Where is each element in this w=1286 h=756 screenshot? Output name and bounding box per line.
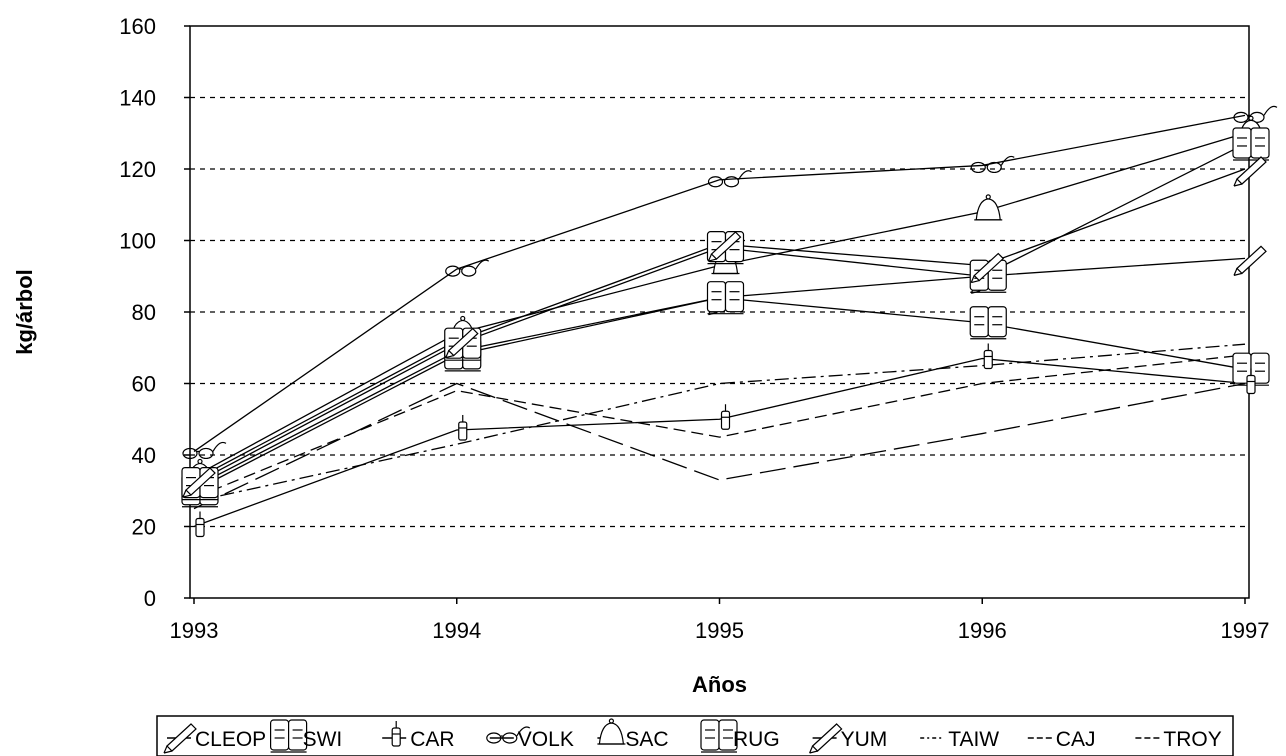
series-line-taiw — [193, 343, 1246, 503]
legend-item-volk: VOLK — [486, 726, 574, 751]
x-tick-label: 1995 — [695, 618, 744, 643]
legend-item-car: CAR — [382, 721, 455, 751]
x-tick-label: 1996 — [958, 618, 1007, 643]
marker-book-legend-swi — [270, 719, 308, 753]
legend-item-sac: SAC — [597, 718, 669, 751]
legend-item-caj: CAJ — [1027, 728, 1096, 751]
y-tick-label: 0 — [144, 586, 156, 611]
x-tick-label: 1997 — [1221, 618, 1270, 643]
legend-label: RUG — [733, 728, 780, 751]
marker-book-swi-4 — [1232, 352, 1270, 386]
series-line-swi — [193, 297, 1246, 492]
marker-pen-legend-car — [391, 721, 401, 747]
marker-bell-legend-sac — [597, 718, 626, 745]
legend: CLEOP SWI CAR VOLK SAC RUG YUM TAIW CAJ TROY — [156, 715, 1234, 756]
y-tick-label: 40 — [132, 443, 156, 468]
marker-glasses-volk-0 — [182, 441, 227, 460]
marker-pen-car-1 — [458, 414, 468, 441]
x-tick-label: 1993 — [170, 618, 219, 643]
y-tick-label: 160 — [119, 14, 156, 39]
gridlines — [190, 96, 1249, 528]
series-line-volk — [193, 114, 1246, 452]
y-tick-label: 100 — [119, 229, 156, 254]
marker-pencil-yum-0 — [182, 467, 216, 498]
marker-glasses-volk-3 — [970, 155, 1015, 174]
y-tick-label: 80 — [132, 300, 156, 325]
marker-book-swi-2 — [706, 281, 745, 315]
legend-label: CAR — [410, 728, 454, 751]
legend-item-rug: RUG — [700, 719, 780, 753]
legend-label: TROY — [1163, 728, 1221, 751]
marker-glasses-legend-volk — [486, 726, 531, 744]
marker-pencil-legend-yum — [809, 723, 843, 754]
series-line-troy — [193, 354, 1246, 499]
marker-glasses-volk-1 — [445, 259, 490, 277]
series-line-car — [193, 357, 1246, 528]
marker-glasses-volk-4 — [1233, 105, 1278, 123]
marker-bell-sac-3 — [974, 194, 1003, 221]
legend-label: VOLK — [518, 728, 574, 751]
y-tick-label: 20 — [132, 515, 156, 540]
marker-pen-car-3 — [983, 343, 993, 370]
legend-box — [156, 715, 1234, 756]
marker-pen-car-0 — [195, 511, 205, 538]
legend-item-yum: YUM — [809, 723, 888, 754]
series-markers — [181, 105, 1278, 538]
legend-item-troy: TROY — [1135, 728, 1222, 751]
marker-pencil-yum-1 — [445, 327, 479, 359]
marker-pencil-yum-4 — [1233, 156, 1267, 187]
marker-pencil-yum-3 — [970, 252, 1005, 284]
x-axis-ticks: 1993 1994 1995 1996 1997 — [170, 598, 1270, 643]
legend-item-taiw: TAIW — [920, 728, 999, 751]
legend-item-swi: SWI — [270, 719, 343, 753]
legend-label: CLEOP — [195, 728, 266, 751]
marker-book-swi-3 — [969, 306, 1007, 340]
marker-book-legend-rug — [700, 719, 738, 753]
legend-item-cleop: CLEOP — [163, 723, 266, 754]
x-tick-label: 1994 — [432, 618, 481, 643]
legend-label: YUM — [841, 728, 888, 751]
x-axis-title: Años — [692, 672, 747, 697]
marker-pencil-yum-2 — [707, 231, 742, 262]
y-tick-label: 140 — [119, 86, 156, 111]
marker-pencil-cleop-4 — [1233, 245, 1267, 276]
legend-label: TAIW — [948, 728, 999, 751]
marker-glasses-volk-2 — [707, 170, 752, 188]
marker-book-rug-4 — [1232, 127, 1270, 161]
legend-label: SAC — [625, 728, 668, 751]
marker-pen-car-4 — [1246, 368, 1256, 395]
legend-label: SWI — [303, 728, 343, 751]
y-tick-label: 120 — [119, 157, 156, 182]
y-axis-ticks: 0 20 40 60 80 100 120 140 160 — [119, 14, 190, 611]
legend-label: CAJ — [1056, 728, 1096, 751]
series-line-caj — [193, 382, 1246, 510]
marker-pencil-legend-cleop — [163, 723, 197, 754]
marker-pen-car-2 — [720, 404, 731, 430]
y-axis-title: kg/árbol — [12, 269, 37, 355]
y-tick-label: 60 — [132, 372, 156, 397]
